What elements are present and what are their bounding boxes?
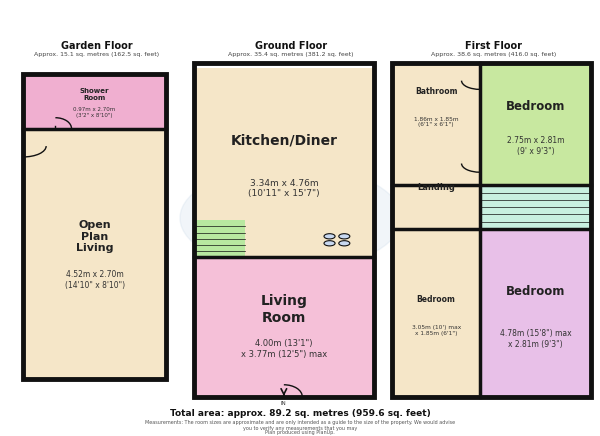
Text: 4.78m (15'8") max
x 2.81m (9'3"): 4.78m (15'8") max x 2.81m (9'3") xyxy=(500,329,571,349)
Bar xyxy=(194,63,374,397)
Text: IN: IN xyxy=(281,401,287,406)
Text: Living
Room: Living Room xyxy=(260,294,307,325)
Text: Garden Floor: Garden Floor xyxy=(61,41,133,51)
Bar xyxy=(392,63,591,397)
Text: Bedroom: Bedroom xyxy=(417,295,455,304)
Text: Shower
Room: Shower Room xyxy=(80,89,109,101)
Text: 4.00m (13'1")
x 3.77m (12'5") max: 4.00m (13'1") x 3.77m (12'5") max xyxy=(241,339,327,358)
Text: 3.05m (10') max
x 1.85m (6'1"): 3.05m (10') max x 1.85m (6'1") xyxy=(412,325,461,336)
Text: 4.52m x 2.70m
(14'10" x 8'10"): 4.52m x 2.70m (14'10" x 8'10") xyxy=(65,270,125,290)
Text: Measurements: The room sizes are approximate and are only intended as a guide to: Measurements: The room sizes are approxi… xyxy=(145,420,455,426)
Bar xyxy=(23,74,166,129)
Bar xyxy=(392,63,480,146)
Text: 3.34m x 4.76m
(10'11" x 15'7"): 3.34m x 4.76m (10'11" x 15'7") xyxy=(248,179,320,198)
Circle shape xyxy=(324,234,335,239)
Text: Bedroom: Bedroom xyxy=(506,100,565,113)
Bar xyxy=(23,74,166,379)
Text: Approx. 35.4 sq. metres (381.2 sq. feet): Approx. 35.4 sq. metres (381.2 sq. feet) xyxy=(228,52,353,57)
Text: 2.75m x 2.81m
(9' x 9'3"): 2.75m x 2.81m (9' x 9'3") xyxy=(506,136,564,156)
Bar xyxy=(480,185,591,229)
Bar xyxy=(194,68,245,92)
Text: Approx. 38.6 sq. metres (416.0 sq. feet): Approx. 38.6 sq. metres (416.0 sq. feet) xyxy=(431,52,556,57)
Bar xyxy=(194,68,374,257)
Text: Approx. 15.1 sq. metres (162.5 sq. feet): Approx. 15.1 sq. metres (162.5 sq. feet) xyxy=(34,52,160,57)
Text: Landing: Landing xyxy=(417,183,455,192)
Circle shape xyxy=(324,241,335,246)
Text: Plan produced using PlanUp.: Plan produced using PlanUp. xyxy=(265,430,335,436)
Bar xyxy=(194,257,374,397)
Circle shape xyxy=(339,234,350,239)
Text: Bedroom: Bedroom xyxy=(506,285,565,297)
Text: Kitchen/Diner: Kitchen/Diner xyxy=(230,133,337,148)
Text: First Floor: First Floor xyxy=(466,41,523,51)
Text: 1.86m x 1.85m
(6'1" x 6'1"): 1.86m x 1.85m (6'1" x 6'1") xyxy=(414,117,458,127)
Bar xyxy=(194,220,245,257)
Text: Ground Floor: Ground Floor xyxy=(255,41,327,51)
Bar xyxy=(392,229,480,397)
Text: Bathroom: Bathroom xyxy=(415,87,457,96)
Bar xyxy=(23,129,166,379)
Circle shape xyxy=(339,241,350,246)
Bar xyxy=(392,146,480,229)
Text: you to verify any measurements that you may: you to verify any measurements that you … xyxy=(243,426,357,431)
Circle shape xyxy=(401,174,586,262)
Bar xyxy=(480,229,591,397)
Circle shape xyxy=(180,166,401,270)
Text: Open
Plan
Living: Open Plan Living xyxy=(76,220,113,253)
Text: 0.97m x 2.70m
(3'2" x 8'10"): 0.97m x 2.70m (3'2" x 8'10") xyxy=(73,107,116,118)
Text: Total area: approx. 89.2 sq. metres (959.6 sq. feet): Total area: approx. 89.2 sq. metres (959… xyxy=(170,409,430,418)
Bar xyxy=(480,63,591,185)
